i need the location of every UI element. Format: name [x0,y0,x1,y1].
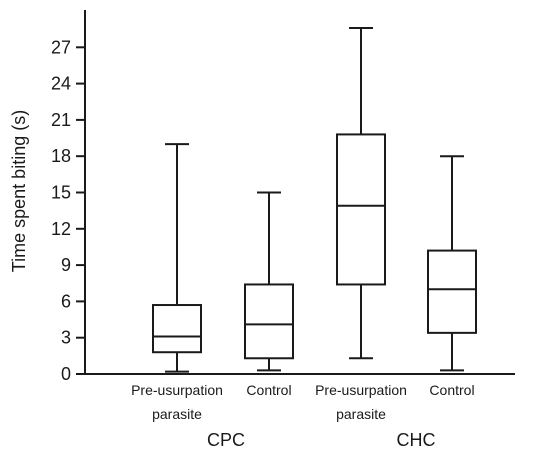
category-labels: Pre-usurpation parasite Control CPC Pre-usur… [131,382,474,450]
box-series [152,26,477,373]
y-tick-label: 12 [51,219,71,239]
interquartile-box [336,133,386,286]
interquartile-box [244,283,294,360]
y-tick-label: 15 [51,183,71,203]
y-axis-label: Time spent biting (s) [9,110,29,272]
y-tick-label: 0 [61,364,71,384]
category-label: Control [246,382,291,398]
category-label: Pre-usurpation [131,382,223,398]
interquartile-box [427,249,477,334]
y-tick-label: 18 [51,146,71,166]
y-ticks: 0 3 6 9 12 15 18 21 24 27 [51,37,85,384]
category-label: parasite [152,406,202,422]
y-tick-label: 21 [51,110,71,130]
box-plot-item [427,155,477,372]
category-label: parasite [336,406,386,422]
interquartile-box [152,304,202,354]
category-label: Control [429,382,474,398]
y-tick-label: 6 [61,291,71,311]
y-tick-label: 24 [51,74,71,94]
box-plot-item [244,191,294,372]
y-tick-label: 27 [51,37,71,57]
group-label: CPC [207,430,245,450]
box-plot-item [336,26,386,360]
y-tick-label: 9 [61,255,71,275]
y-tick-label: 3 [61,328,71,348]
box-plot-item [152,143,202,373]
group-label: CHC [397,430,436,450]
category-label: Pre-usurpation [315,382,407,398]
